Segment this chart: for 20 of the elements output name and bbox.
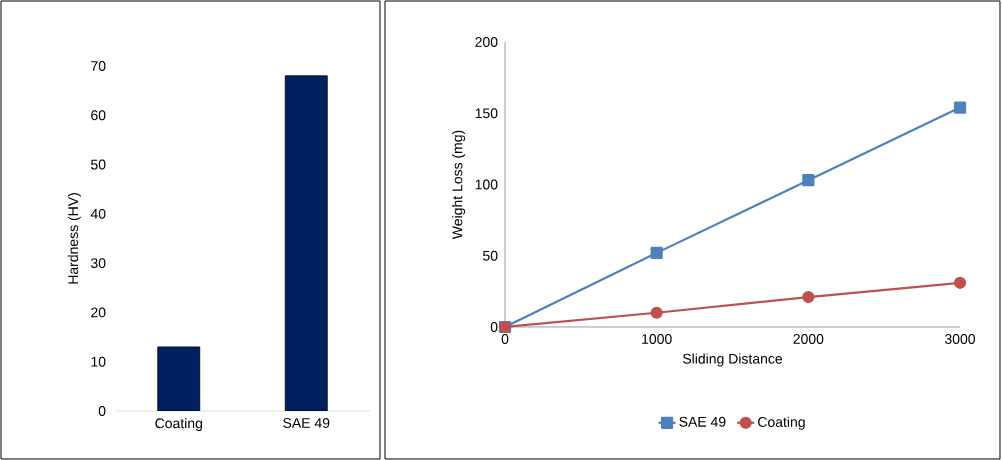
y-tick-label: 0: [98, 406, 106, 416]
y-axis-title: Hardness (HV): [67, 193, 81, 284]
y-tick-label: 20: [91, 307, 106, 318]
x-tick-label: 3000: [944, 333, 976, 344]
y-tick-label: 100: [475, 179, 498, 190]
x-tick-label: 2000: [793, 333, 824, 344]
y-axis-title: Weight Loss (mg): [452, 130, 466, 240]
y-tick-label: 40: [90, 208, 106, 219]
y-tick-label: 30: [90, 258, 106, 269]
x-tick-label: 0: [501, 333, 509, 344]
y-tick-label: 50: [483, 250, 498, 261]
x-axis-title: Sliding Distance: [682, 353, 783, 367]
y-tick-label: 70: [91, 61, 106, 71]
y-tick-label: 200: [475, 37, 498, 47]
y-tick-label: 60: [91, 110, 106, 121]
x-tick-label: 1000: [642, 333, 672, 344]
y-tick-label: 150: [475, 108, 498, 119]
y-tick-label: 0: [490, 322, 498, 332]
y-tick-label: 50: [91, 159, 106, 170]
y-tick-label: 10: [91, 356, 106, 367]
